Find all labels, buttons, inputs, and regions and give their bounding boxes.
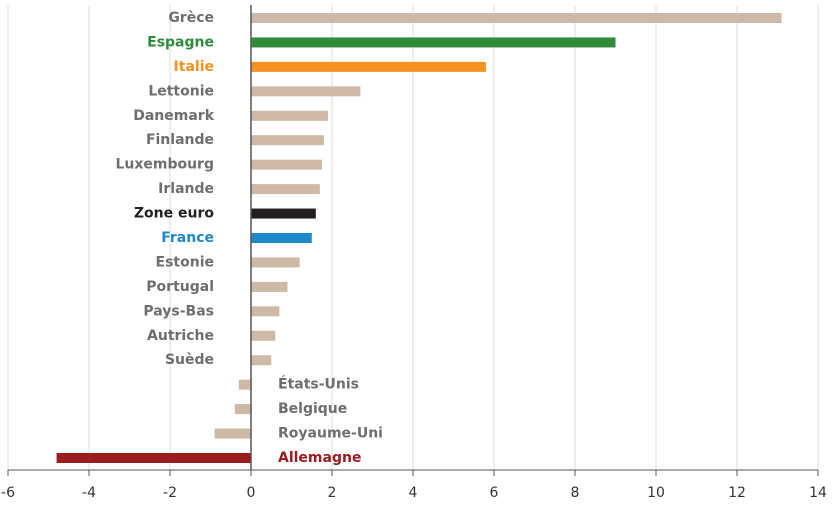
category-label: Espagne	[147, 34, 214, 50]
category-label: Finlande	[146, 132, 214, 148]
bar	[251, 330, 276, 341]
bar	[251, 37, 616, 48]
category-label: Irlande	[158, 181, 214, 197]
x-tick-label: 12	[728, 485, 746, 501]
bar	[251, 13, 782, 23]
category-label: Lettonie	[148, 83, 214, 99]
category-label: Italie	[174, 59, 214, 75]
category-label: États-Unis	[278, 376, 359, 393]
bar	[214, 428, 251, 439]
x-tick-label: 0	[247, 485, 256, 501]
category-label: Danemark	[133, 108, 214, 124]
category-label: Luxembourg	[115, 157, 214, 173]
bar	[251, 110, 328, 121]
category-label: Portugal	[146, 279, 214, 295]
bar	[234, 404, 251, 415]
x-tick-label: 6	[490, 485, 499, 501]
x-tick-label: 14	[809, 485, 827, 501]
bar	[251, 184, 320, 195]
x-tick-label: -4	[82, 485, 96, 501]
bar	[251, 257, 300, 268]
bar	[251, 281, 288, 292]
bar	[251, 208, 316, 219]
bar	[251, 355, 272, 366]
bar	[56, 453, 251, 463]
x-tick-label: -2	[163, 485, 177, 501]
category-label: Suède	[165, 352, 214, 368]
x-tick-label: 4	[409, 485, 418, 501]
category-label: Autriche	[147, 328, 214, 344]
category-label: Royaume-Uni	[278, 426, 383, 442]
bar	[251, 306, 280, 317]
x-tick-label: -6	[1, 485, 15, 501]
category-label: Belgique	[278, 401, 347, 417]
bar	[251, 86, 361, 97]
x-tick-label: 10	[647, 485, 665, 501]
category-label: Allemagne	[278, 450, 361, 466]
category-label: Grèce	[168, 10, 214, 26]
category-label: Zone euro	[134, 206, 214, 222]
bar	[251, 135, 324, 146]
bar	[238, 379, 251, 390]
bar	[251, 233, 312, 243]
bar	[251, 159, 322, 170]
x-tick-label: 2	[328, 485, 337, 501]
bar	[251, 61, 486, 72]
x-tick-label: 8	[571, 485, 580, 501]
category-label: Pays-Bas	[143, 303, 214, 319]
category-label: France	[161, 230, 214, 246]
category-label: Estonie	[156, 254, 214, 270]
